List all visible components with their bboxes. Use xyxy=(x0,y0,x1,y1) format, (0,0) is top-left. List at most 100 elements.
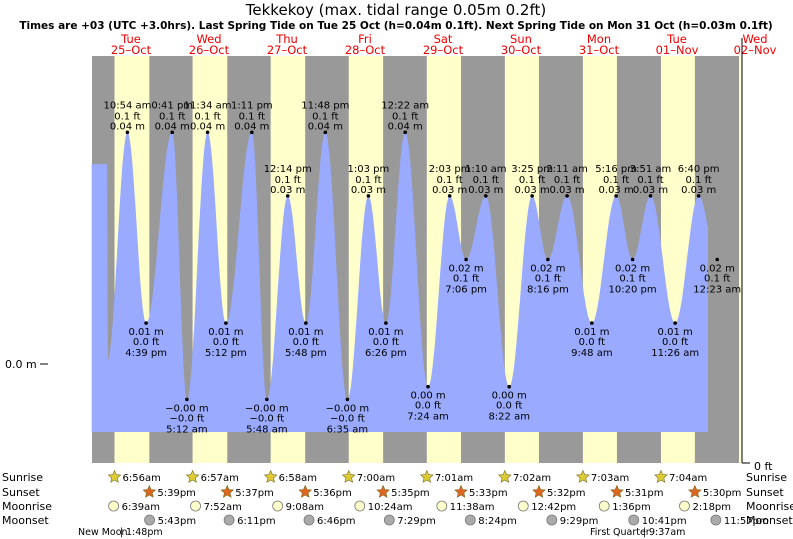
moonrise-icon xyxy=(190,500,201,512)
sunrise-icon xyxy=(654,469,668,483)
moonset-time: 11:57pm xyxy=(724,516,769,527)
tide-height-m: 0.00 m xyxy=(410,391,445,402)
sunset-icon xyxy=(142,484,157,498)
day-name: Tue xyxy=(666,32,687,46)
moonset-time: 10:41pm xyxy=(642,516,687,527)
tide-height-m: 0.02 m xyxy=(700,264,735,275)
tide-time: 2:11 am xyxy=(546,164,588,175)
tide-time: 1:03 pm xyxy=(348,164,390,175)
tide-height-m: 0.01 m xyxy=(129,327,164,338)
sunrise-time: 7:04am xyxy=(669,473,707,484)
moonrise-time: 12:42pm xyxy=(531,502,576,513)
tide-height-m: 0.03 m xyxy=(633,185,668,196)
tide-height-ft: 0.1 ft xyxy=(619,274,645,285)
y-axis-label-m: 0.0 m xyxy=(5,358,37,371)
sunset-time: 5:39pm xyxy=(157,488,196,499)
tide-height-m: 0.01 m xyxy=(658,327,693,338)
moonrise-time: 6:39am xyxy=(122,502,160,513)
sunset-icon xyxy=(687,484,702,498)
sunset-icon xyxy=(220,484,235,498)
moon-phase-time: 9:37am xyxy=(649,527,685,538)
tide-height-ft: 0.1 ft xyxy=(554,175,580,186)
moonset-time: 6:46pm xyxy=(317,516,356,527)
tide-height-ft: 0.1 ft xyxy=(603,175,629,186)
sunset-icon xyxy=(610,484,624,498)
tide-point xyxy=(530,194,534,198)
tide-point xyxy=(426,384,430,389)
tide-height-m: 0.01 m xyxy=(368,327,403,338)
moonrise-time: 2:18pm xyxy=(692,502,731,513)
moonrise-label-left: Moonrise xyxy=(2,500,52,513)
moon-phase-name: First Quarter xyxy=(590,527,650,538)
day-name: Tue xyxy=(120,32,141,46)
tide-point xyxy=(345,397,350,402)
sunrise-time: 7:02am xyxy=(513,473,551,484)
tide-height-m: 0.02 m xyxy=(530,264,565,275)
moonset-icon xyxy=(383,514,395,526)
tide-time: 9:48 am xyxy=(571,348,613,359)
moonset-icon xyxy=(144,514,155,526)
tide-point xyxy=(648,194,653,198)
tide-point xyxy=(250,130,254,135)
day-name: Thu xyxy=(275,32,298,46)
sunset-time: 5:35pm xyxy=(391,488,430,499)
tide-point xyxy=(403,130,408,135)
tide-time: 12:22 am xyxy=(381,100,429,111)
sunrise-time: 7:00am xyxy=(357,473,395,484)
sunrise-icon xyxy=(107,469,122,483)
sunset-icon xyxy=(532,484,546,498)
tide-height-ft: 0.1 ft xyxy=(535,274,561,285)
sunset-icon xyxy=(454,484,468,498)
tide-height-ft: 0.0 ft xyxy=(133,337,159,348)
moonset-label-right: Moonset xyxy=(746,514,793,527)
sunrise-icon xyxy=(497,469,512,483)
tide-height-m: 0.04 m xyxy=(190,121,225,132)
tide-height-ft: 0.0 ft xyxy=(293,337,319,348)
tide-time: 5:12 am xyxy=(166,424,208,435)
tide-height-m: 0.04 m xyxy=(110,121,145,132)
moonrise-time: 1:36pm xyxy=(612,502,651,513)
sunrise-time: 6:57am xyxy=(201,473,239,484)
tide-time: 10:20 pm xyxy=(609,285,657,296)
tide-height-ft: 0.1 ft xyxy=(453,274,479,285)
moonset-label-left: Moonset xyxy=(2,514,49,527)
tide-height-ft: 0.0 ft xyxy=(579,337,605,348)
tide-time: 1:10 am xyxy=(465,164,507,175)
day-name: Sun xyxy=(510,32,532,46)
tide-height-ft: −0.0 ft xyxy=(330,413,365,424)
tide-point xyxy=(507,384,512,389)
moonset-time: 7:29pm xyxy=(397,516,436,527)
tide-time: 7:06 pm xyxy=(445,285,487,296)
tide-height-m: 0.02 m xyxy=(448,264,483,275)
tide-point xyxy=(565,194,569,198)
sunset-time: 5:36pm xyxy=(313,488,352,499)
moonset-time: 6:11pm xyxy=(237,516,276,527)
tide-point xyxy=(144,321,148,325)
tide-height-m: 0.03 m xyxy=(468,185,503,196)
tide-time: 3:25 pm xyxy=(511,164,553,175)
moonset-time: 9:29pm xyxy=(560,516,599,527)
day-date: 28–Oct xyxy=(345,43,386,57)
sunset-time: 5:33pm xyxy=(469,488,508,499)
sunrise-label-left: Sunrise xyxy=(2,471,43,484)
day-header: Tue25–OctWed26–OctThu27–OctFri28–OctSat2… xyxy=(111,32,777,57)
tide-height-m: 0.03 m xyxy=(599,185,634,196)
moonrise-icon xyxy=(108,500,120,512)
tide-height-ft: 0.1 ft xyxy=(704,274,730,285)
tide-time: 0:41 pm xyxy=(151,100,193,111)
tide-height-ft: 0.0 ft xyxy=(415,401,441,412)
tide-time: 7:24 am xyxy=(407,412,449,423)
day-date: 25–Oct xyxy=(111,43,152,57)
tide-point xyxy=(546,257,550,262)
day-name: Sat xyxy=(434,32,453,46)
tide-time: 12:23 am xyxy=(693,285,741,296)
tide-height-m: 0.01 m xyxy=(208,327,243,338)
tide-height-m: 0.04 m xyxy=(388,121,423,132)
chart-subtitle: Times are +03 (UTC +3.0hrs). Last Spring… xyxy=(19,20,772,32)
tide-time: 11:26 am xyxy=(651,348,699,359)
moonrise-icon xyxy=(517,500,529,512)
day-name: Mon xyxy=(587,32,611,46)
moonrise-icon xyxy=(436,500,448,512)
moonset-icon xyxy=(464,514,476,526)
tide-height-m: 0.04 m xyxy=(155,121,190,132)
